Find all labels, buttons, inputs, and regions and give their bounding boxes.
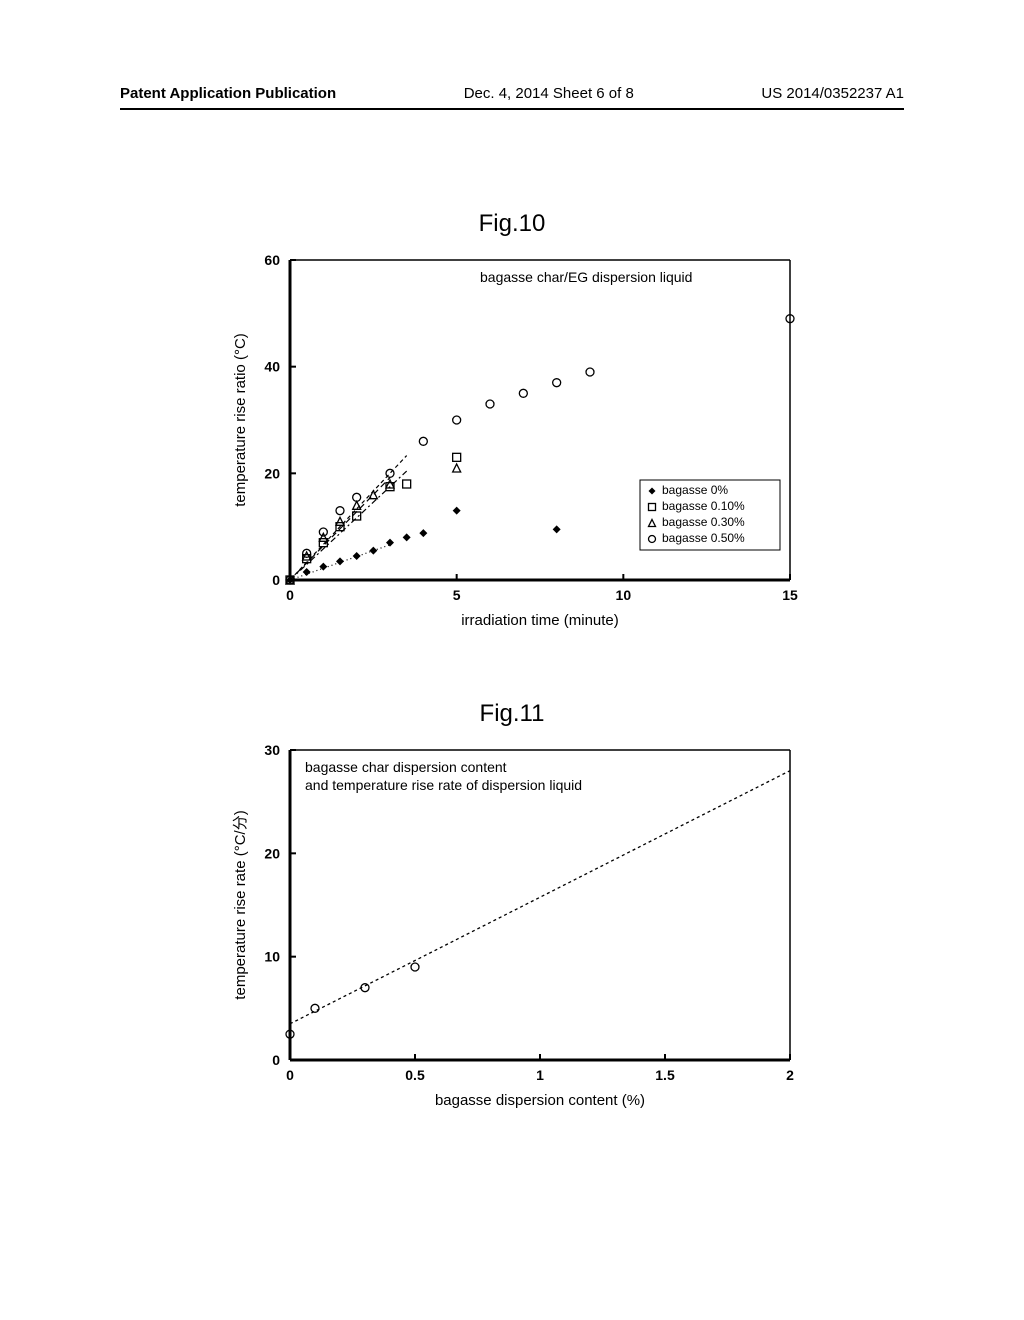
svg-text:20: 20 xyxy=(264,845,280,861)
svg-text:bagasse 0.10%: bagasse 0.10% xyxy=(662,499,745,513)
svg-text:1: 1 xyxy=(536,1067,544,1083)
svg-text:1.5: 1.5 xyxy=(655,1067,675,1083)
svg-text:bagasse 0.50%: bagasse 0.50% xyxy=(662,531,745,545)
fig11-title: Fig.11 xyxy=(0,700,1024,728)
fig10-title: Fig.10 xyxy=(0,210,1024,238)
svg-text:0: 0 xyxy=(272,572,280,588)
header-divider xyxy=(120,108,904,110)
svg-text:irradiation time (minute): irradiation time (minute) xyxy=(461,612,619,629)
svg-text:0: 0 xyxy=(286,587,294,603)
svg-text:15: 15 xyxy=(782,587,798,603)
svg-text:bagasse 0.30%: bagasse 0.30% xyxy=(662,515,745,529)
svg-text:bagasse char dispersion conten: bagasse char dispersion content xyxy=(305,759,507,775)
fig11-chart: 00.511.520102030bagasse dispersion conte… xyxy=(220,740,810,1120)
svg-text:10: 10 xyxy=(264,949,280,965)
header-left: Patent Application Publication xyxy=(120,85,336,102)
fig10-chart: 0 5 10 15 0 20 40 60 irradiation time (minute) te… xyxy=(220,250,810,640)
svg-text:5: 5 xyxy=(453,587,461,603)
svg-text:30: 30 xyxy=(264,742,280,758)
svg-text:temperature rise ratio (°C): temperature rise ratio (°C) xyxy=(232,333,249,507)
svg-text:40: 40 xyxy=(264,359,280,375)
svg-text:10: 10 xyxy=(616,587,632,603)
svg-text:60: 60 xyxy=(264,252,280,268)
header-right: US 2014/0352237 A1 xyxy=(761,85,904,102)
svg-text:bagasse char/EG dispersion liq: bagasse char/EG dispersion liquid xyxy=(480,269,692,285)
svg-text:bagasse 0%: bagasse 0% xyxy=(662,483,728,497)
svg-text:temperature rise rate (°C/分): temperature rise rate (°C/分) xyxy=(232,810,249,999)
header-center: Dec. 4, 2014 Sheet 6 of 8 xyxy=(464,85,634,102)
svg-text:0: 0 xyxy=(286,1067,294,1083)
svg-text:and temperature rise rate of d: and temperature rise rate of dispersion … xyxy=(305,777,582,793)
svg-text:0.5: 0.5 xyxy=(405,1067,425,1083)
svg-text:20: 20 xyxy=(264,465,280,481)
svg-text:0: 0 xyxy=(272,1052,280,1068)
svg-text:2: 2 xyxy=(786,1067,794,1083)
svg-text:bagasse dispersion content (%): bagasse dispersion content (%) xyxy=(435,1092,645,1109)
